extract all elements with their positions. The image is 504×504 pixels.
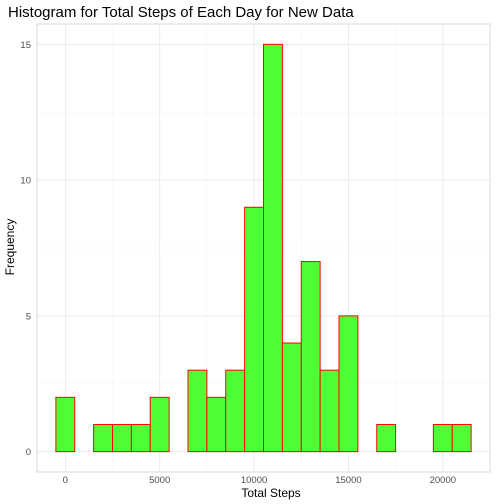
histogram-bar xyxy=(244,206,264,453)
histogram-bar xyxy=(112,423,132,453)
y-tick-label: 15 xyxy=(20,40,31,51)
histogram-bar xyxy=(130,423,151,453)
chart-title: Histogram for Total Steps of Each Day fo… xyxy=(8,4,354,21)
y-tick-label: 5 xyxy=(26,311,31,322)
y-axis-title: Frequency xyxy=(3,219,17,276)
histogram-bar xyxy=(376,423,397,453)
histogram-bar xyxy=(55,396,76,453)
histogram-bar xyxy=(149,396,170,453)
y-tick-label: 0 xyxy=(26,447,31,458)
histogram-bar xyxy=(263,43,283,453)
y-tick-label: 10 xyxy=(20,176,31,187)
histogram-bar xyxy=(281,342,302,453)
x-axis-ticks: 0 5000 10000 15000 20000 xyxy=(63,475,456,486)
histogram-bar xyxy=(451,423,472,453)
histogram-bar xyxy=(319,369,340,453)
histogram-bar xyxy=(225,369,246,453)
histogram-bars xyxy=(55,43,472,453)
panel-border xyxy=(36,23,491,473)
histogram-bar xyxy=(93,423,113,453)
x-axis-title: Total Steps xyxy=(241,486,300,500)
x-tick-label: 0 xyxy=(63,475,68,486)
x-tick-label: 20000 xyxy=(430,475,456,486)
x-tick-label: 15000 xyxy=(335,475,361,486)
histogram-bar xyxy=(300,261,321,453)
x-tick-label: 5000 xyxy=(149,475,170,486)
histogram-bar xyxy=(338,315,359,453)
histogram-bar xyxy=(432,423,453,453)
x-tick-label: 10000 xyxy=(241,475,267,486)
histogram-bar xyxy=(206,396,227,453)
histogram-bar xyxy=(187,369,208,453)
y-axis-ticks: 0 5 10 15 xyxy=(20,40,31,458)
